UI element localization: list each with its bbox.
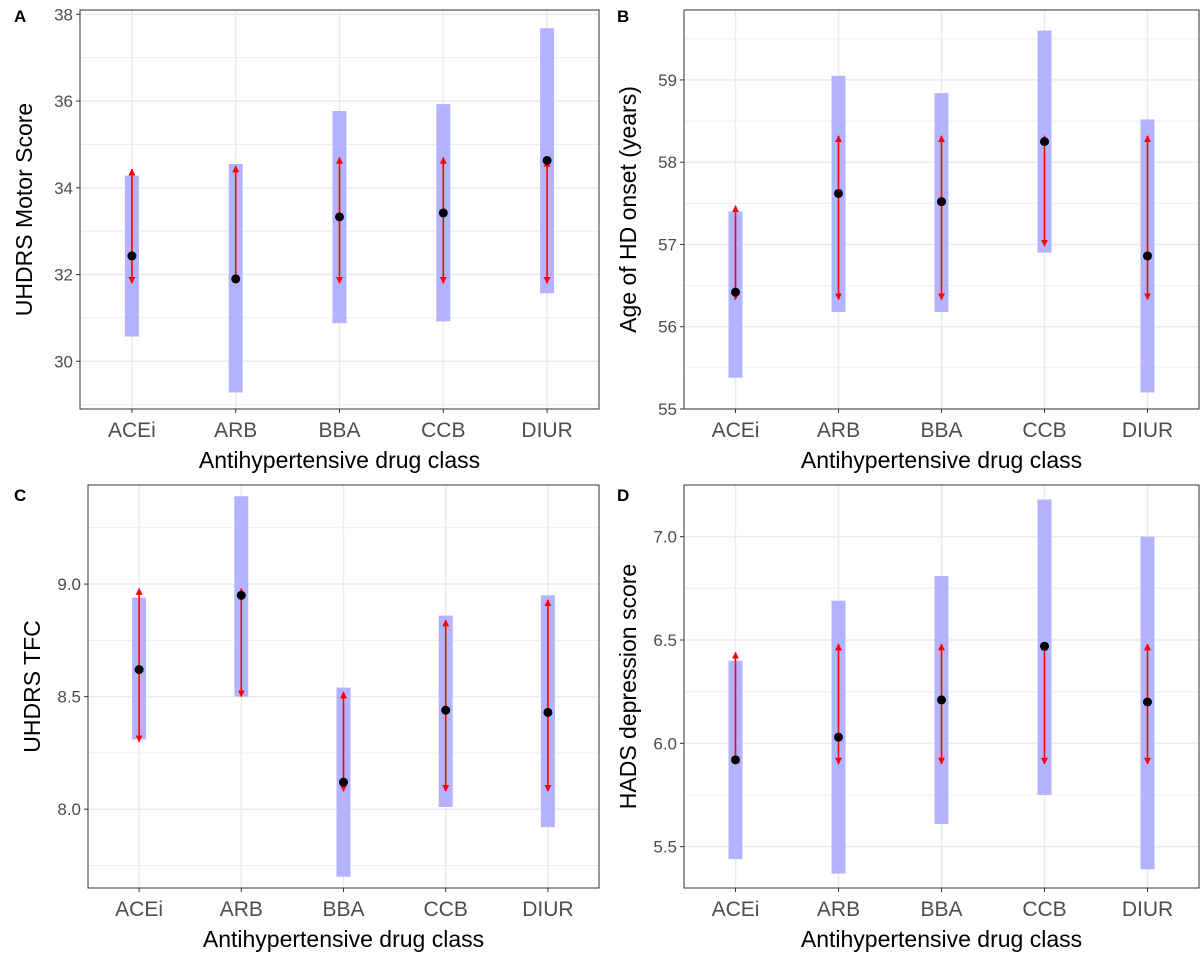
point-ccb <box>1040 641 1049 651</box>
point-arb <box>231 274 241 284</box>
y-tick-label: 8.5 <box>57 688 81 707</box>
y-tick-label: 34 <box>54 179 73 198</box>
x-tick-label-ccb: CCB <box>421 419 465 442</box>
y-tick-label: 30 <box>54 352 73 371</box>
y-tick-label: 6.5 <box>653 631 677 650</box>
y-tick-label: 8.0 <box>57 800 81 819</box>
x-tick-label-acei: ACEi <box>712 419 760 442</box>
panel-label: C <box>14 486 26 505</box>
y-axis-title: Age of HD onset (years) <box>615 86 641 333</box>
y-tick-label: 7.0 <box>653 528 677 547</box>
point-bba <box>335 212 344 222</box>
x-tick-label-diur: DIUR <box>521 419 572 442</box>
x-tick-label-acei: ACEi <box>712 898 760 921</box>
x-tick-label-diur: DIUR <box>1122 898 1173 921</box>
y-tick-label: 57 <box>658 235 677 254</box>
point-bba <box>937 695 946 705</box>
x-tick-label-bba: BBA <box>920 419 962 442</box>
point-diur <box>543 707 553 717</box>
x-tick-label-ccb: CCB <box>1022 898 1066 921</box>
x-tick-label-arb: ARB <box>817 419 860 442</box>
point-diur <box>1143 251 1152 261</box>
panel-b: 55 56 57 58 59 ACEi ARB BBA CCB DIUR Antihypertens… <box>615 7 1200 473</box>
x-tick-label-diur: DIUR <box>522 898 573 921</box>
y-axis-title: HADS depression score <box>615 564 641 809</box>
panel-d: 5.5 6.0 6.5 7.0 ACEi ARB BBA CCB DIUR Antihyperte… <box>615 484 1200 952</box>
x-axis-title: Antihypertensive drug class <box>801 926 1082 952</box>
x-tick-label-arb: ARB <box>817 898 860 921</box>
point-bba <box>937 197 946 207</box>
panel-label: B <box>617 7 629 26</box>
y-tick-label: 5.5 <box>653 838 677 857</box>
point-ccb <box>438 208 448 218</box>
y-axis-title: UHDRS Motor Score <box>11 103 37 316</box>
point-ccb <box>441 705 451 715</box>
point-acei <box>731 287 740 297</box>
y-tick-label: 59 <box>658 71 677 90</box>
y-tick-label: 38 <box>54 5 73 24</box>
x-tick-label-bba: BBA <box>318 419 360 442</box>
x-tick-label-ccb: CCB <box>424 898 468 921</box>
y-tick-label: 6.0 <box>653 734 677 753</box>
x-tick-label-acei: ACEi <box>115 898 163 921</box>
x-tick-label-bba: BBA <box>322 898 364 921</box>
x-tick-label-bba: BBA <box>920 898 962 921</box>
x-tick-label-arb: ARB <box>220 898 263 921</box>
y-tick-label: 58 <box>658 153 677 172</box>
point-arb <box>834 732 843 742</box>
x-tick-label-diur: DIUR <box>1122 419 1173 442</box>
y-tick-label: 36 <box>54 92 73 111</box>
point-bba <box>339 777 348 787</box>
point-diur <box>1143 697 1152 707</box>
y-tick-label: 56 <box>658 318 677 337</box>
y-axis-title: UHDRS TFC <box>19 620 45 752</box>
point-arb <box>834 188 843 198</box>
y-tick-label: 9.0 <box>57 575 81 594</box>
point-diur <box>542 155 552 165</box>
y-tick-label: 32 <box>54 266 73 285</box>
x-tick-label-ccb: CCB <box>1022 419 1066 442</box>
panel-label: A <box>14 7 26 26</box>
point-acei <box>127 251 137 261</box>
point-acei <box>731 755 740 765</box>
point-acei <box>134 665 144 675</box>
panel-label: D <box>617 486 629 505</box>
x-axis-title: Antihypertensive drug class <box>199 447 480 473</box>
y-tick-label: 55 <box>658 400 677 419</box>
point-ccb <box>1040 137 1049 147</box>
x-tick-label-arb: ARB <box>214 419 257 442</box>
point-arb <box>236 590 246 600</box>
x-axis-title: Antihypertensive drug class <box>801 447 1082 473</box>
panel-c: 8.0 8.5 9.0 ACEi ARB BBA CCB DIUR Antihypertensi… <box>14 484 600 952</box>
x-axis-title: Antihypertensive drug class <box>203 926 484 952</box>
panel-a: 30 32 34 36 38 ACEi ARB BBA CCB DIUR Antihypertens… <box>11 5 600 473</box>
x-tick-label-acei: ACEi <box>108 419 156 442</box>
